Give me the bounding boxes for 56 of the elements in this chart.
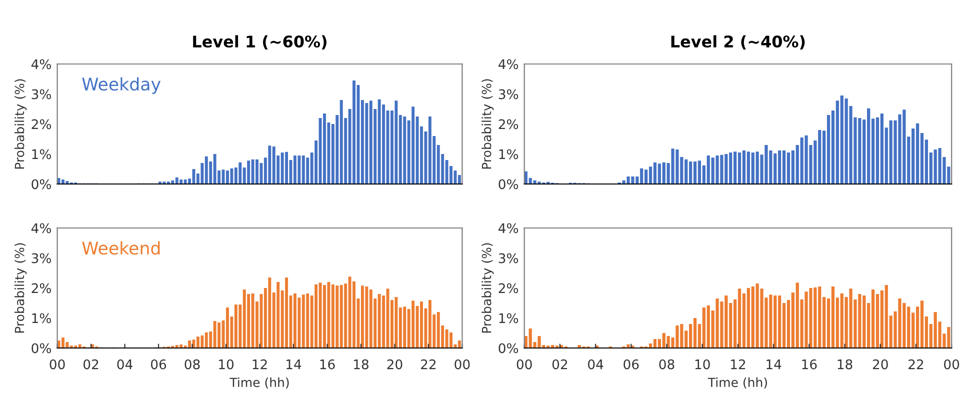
x-tick-label: 18 bbox=[354, 359, 368, 370]
y-tick-label: 0% bbox=[498, 343, 518, 354]
text: Weekend bbox=[82, 241, 160, 255]
y-axis-title: Probability (%) bbox=[14, 79, 27, 169]
y-tick-label: 3% bbox=[498, 89, 518, 100]
y-tick-label: 4% bbox=[31, 59, 52, 70]
y-tick-label: 2% bbox=[32, 283, 52, 294]
y-tick-label: 4% bbox=[31, 223, 52, 234]
y-tick-label: 2% bbox=[498, 283, 518, 294]
x-tick-label: 04 bbox=[588, 359, 604, 370]
y-tick-label: 1% bbox=[499, 313, 518, 324]
x-axis-title: Time (hh) bbox=[230, 377, 289, 389]
x-tick-label: 16 bbox=[802, 359, 817, 370]
y-axis-title: Probability (%) bbox=[482, 79, 494, 169]
x-tick-label: 20 bbox=[872, 359, 888, 370]
y-tick-label: 1% bbox=[499, 149, 518, 160]
chart-title: Level 1 (~60%) bbox=[193, 35, 326, 50]
y-tick-label: 3% bbox=[498, 253, 518, 264]
x-tick-label: 16 bbox=[320, 359, 335, 370]
y-tick-label: 0% bbox=[498, 179, 518, 190]
x-tick-label: 06 bbox=[624, 359, 639, 370]
x-tick-label: 12 bbox=[731, 359, 746, 370]
x-tick-label: 20 bbox=[387, 359, 402, 370]
x-tick-label: 14 bbox=[286, 360, 302, 370]
y-tick-label: 1% bbox=[32, 313, 52, 324]
text: Weekday bbox=[82, 77, 161, 94]
x-tick-label: 06 bbox=[150, 359, 166, 370]
x-tick-label: 10 bbox=[695, 359, 710, 370]
y-axis-title: Probability (%) bbox=[14, 243, 27, 333]
x-tick-label: 02 bbox=[84, 359, 98, 370]
y-tick-label: 4% bbox=[498, 223, 518, 234]
y-tick-label: 2% bbox=[498, 119, 518, 130]
x-tick-label: 22 bbox=[908, 359, 924, 370]
y-tick-label: 1% bbox=[32, 149, 52, 160]
y-tick-label: 0% bbox=[32, 179, 52, 190]
x-tick-label: 18 bbox=[838, 359, 852, 370]
y-axis-title: Probability (%) bbox=[482, 243, 494, 333]
x-tick-label: 00 bbox=[50, 359, 65, 370]
x-tick-label: 14 bbox=[766, 360, 782, 370]
x-tick-label: 12 bbox=[252, 359, 267, 370]
x-tick-label: 00 bbox=[944, 359, 960, 370]
x-tick-label: 08 bbox=[659, 359, 674, 370]
y-tick-label: 2% bbox=[32, 119, 52, 130]
x-tick-label: 00 bbox=[516, 359, 532, 370]
x-tick-label: 22 bbox=[421, 359, 436, 370]
x-tick-label: 00 bbox=[454, 359, 470, 370]
x-axis-title: Time (hh) bbox=[708, 377, 767, 389]
x-tick-label: 08 bbox=[184, 359, 200, 370]
x-tick-label: 02 bbox=[552, 359, 568, 370]
y-tick-label: 4% bbox=[498, 59, 518, 70]
x-tick-label: 04 bbox=[117, 359, 132, 370]
y-tick-label: 0% bbox=[32, 343, 52, 354]
y-tick-label: 3% bbox=[32, 89, 52, 100]
x-tick-label: 10 bbox=[219, 359, 234, 370]
y-tick-label: 3% bbox=[32, 253, 52, 264]
chart-title: Level 2 (~40%) bbox=[671, 35, 805, 50]
